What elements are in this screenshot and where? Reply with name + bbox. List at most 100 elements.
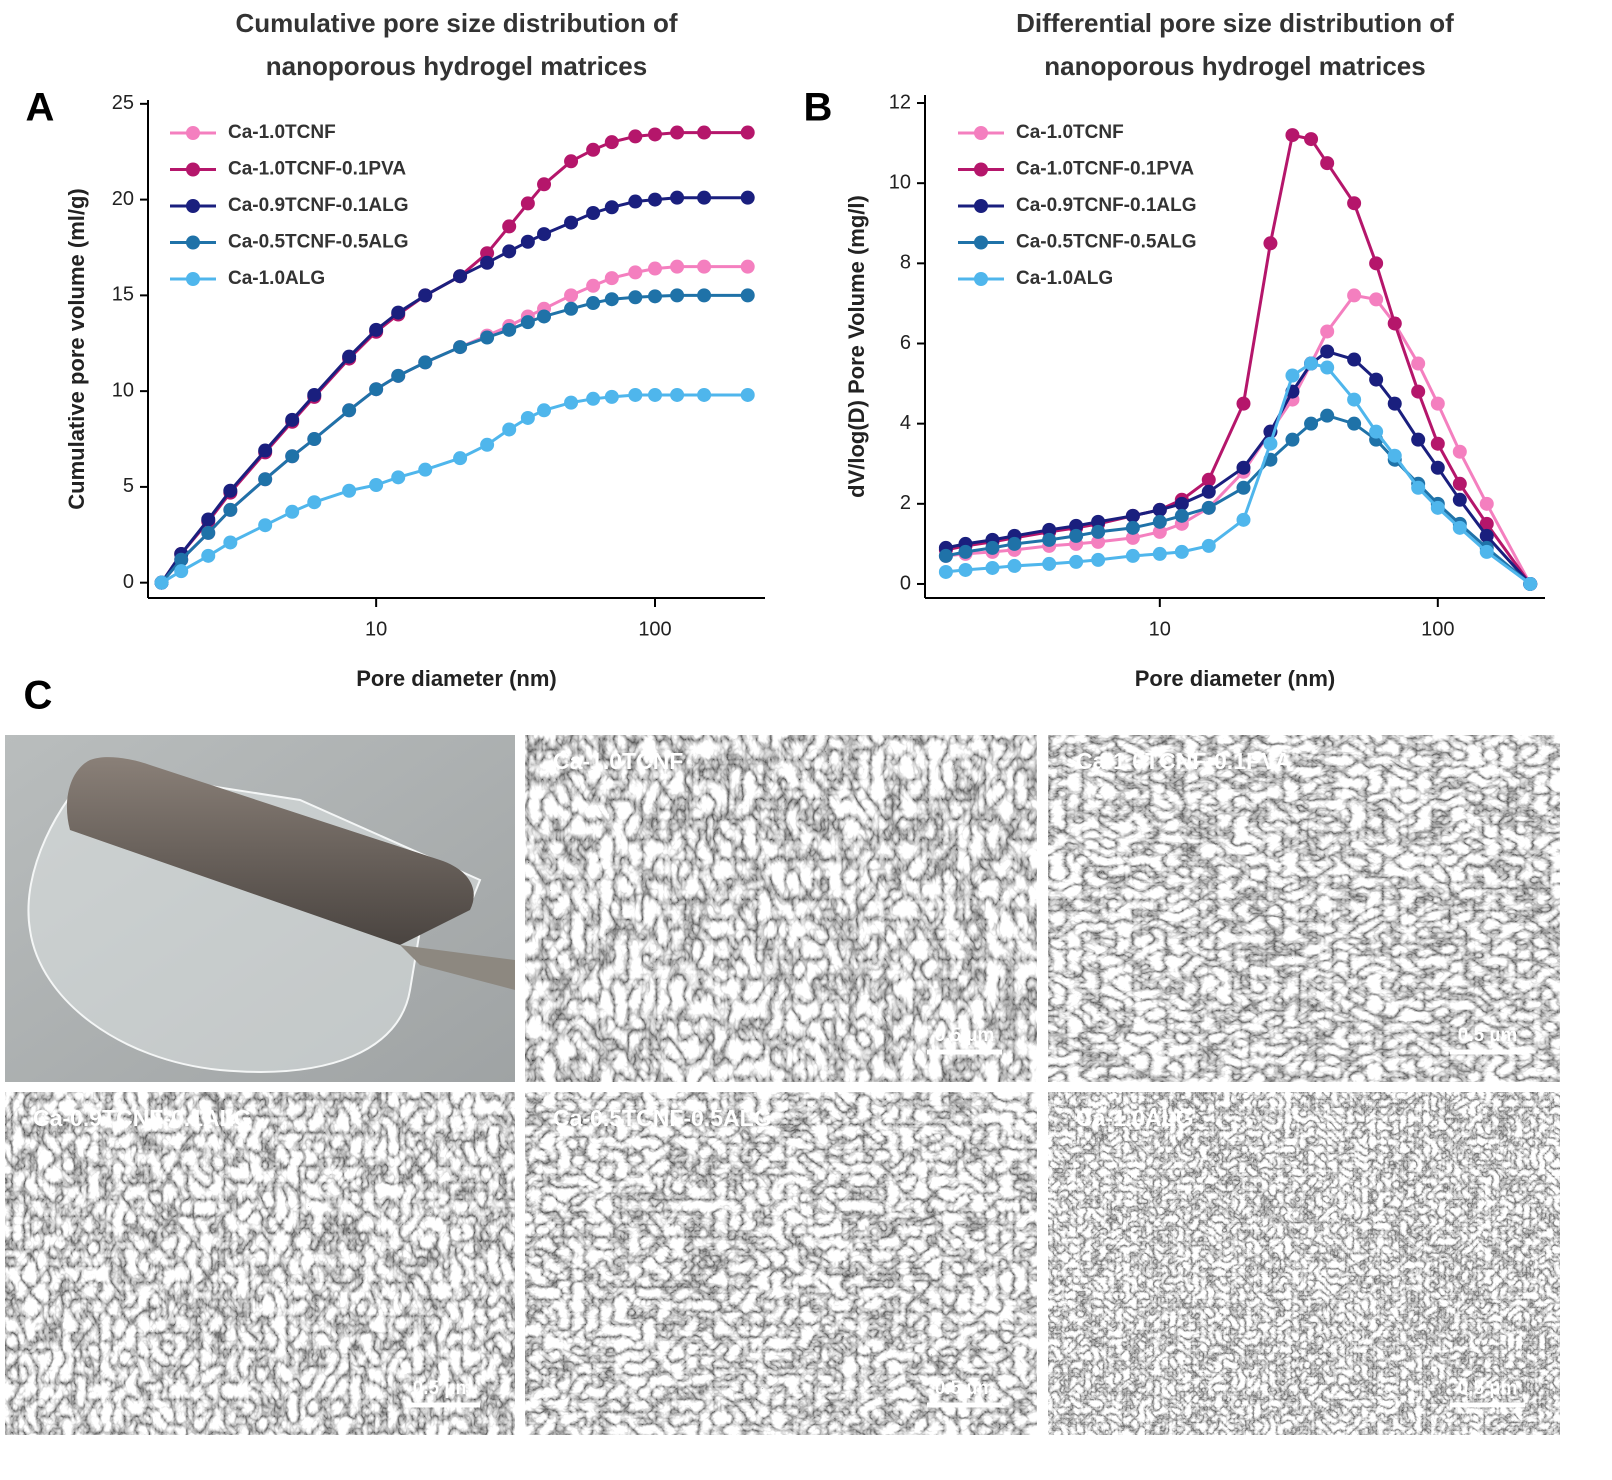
legend-marker — [974, 162, 988, 177]
data-point — [740, 125, 755, 140]
legend-label: Ca-1.0TCNF — [228, 122, 336, 143]
sem-image — [1048, 735, 1560, 1082]
data-point — [1201, 538, 1216, 553]
data-point — [697, 190, 712, 205]
x-axis-label: Pore diameter (nm) — [356, 666, 557, 691]
data-point — [1347, 416, 1362, 431]
data-point — [285, 412, 300, 427]
y-tick-label: 25 — [112, 92, 134, 114]
data-point — [1042, 522, 1057, 537]
data-point — [648, 261, 663, 276]
data-point — [1069, 554, 1084, 569]
data-point — [1263, 236, 1278, 251]
legend-marker — [186, 162, 200, 177]
data-point — [740, 288, 755, 303]
data-point — [520, 196, 535, 211]
x-tick-label: 10 — [365, 618, 387, 640]
y-tick-label: 12 — [889, 91, 911, 113]
data-point — [418, 462, 433, 477]
data-point — [537, 309, 552, 324]
data-point — [628, 290, 643, 305]
data-point — [1452, 476, 1467, 491]
legend-marker — [974, 199, 988, 213]
data-point — [604, 271, 619, 286]
data-point — [1285, 432, 1300, 447]
data-point — [1387, 316, 1402, 331]
data-point — [938, 548, 953, 563]
panel-label: B — [804, 86, 833, 130]
data-point — [258, 518, 273, 533]
legend-marker — [186, 199, 200, 213]
data-point — [453, 340, 468, 355]
data-point — [1042, 556, 1057, 571]
data-point — [1347, 196, 1362, 211]
data-point — [201, 525, 216, 540]
data-point — [1411, 480, 1426, 495]
scale-bar-label: 0.5 µm — [935, 1025, 995, 1046]
data-point — [1174, 496, 1189, 511]
data-point — [342, 483, 357, 498]
legend-label: Ca-0.5TCNF-0.5ALG — [228, 232, 409, 253]
data-point — [628, 387, 643, 402]
data-point — [648, 127, 663, 142]
data-point — [1201, 484, 1216, 499]
y-tick-label: 10 — [112, 379, 134, 401]
data-point — [586, 142, 601, 157]
data-point — [391, 470, 406, 485]
data-point — [648, 289, 663, 304]
x-tick-label: 10 — [1149, 618, 1171, 640]
data-point — [1125, 520, 1140, 535]
data-point — [697, 125, 712, 140]
data-point — [1430, 500, 1445, 515]
legend-label: Ca-0.9TCNF-0.1ALG — [1016, 195, 1197, 216]
data-point — [1411, 432, 1426, 447]
data-point — [1091, 534, 1106, 549]
legend-label: Ca-1.0TCNF-0.1PVA — [228, 159, 406, 180]
data-point — [1479, 516, 1494, 531]
data-point — [740, 190, 755, 205]
data-point — [1125, 508, 1140, 523]
data-point — [1152, 546, 1167, 561]
photo-panel — [5, 735, 515, 1082]
data-point — [1387, 448, 1402, 463]
data-point — [502, 244, 517, 259]
data-point — [958, 562, 973, 577]
legend-label: Ca-0.9TCNF-0.1ALG — [228, 195, 409, 216]
data-point — [1347, 352, 1362, 367]
data-point — [1304, 416, 1319, 431]
y-tick-label: 6 — [900, 332, 911, 354]
data-point — [174, 552, 189, 567]
legend-label: Ca-1.0TCNF-0.1PVA — [1016, 159, 1194, 180]
data-point — [502, 322, 517, 337]
data-point — [564, 301, 579, 316]
data-point — [1236, 460, 1251, 475]
data-point — [307, 432, 322, 447]
data-point — [201, 512, 216, 527]
data-point — [1430, 460, 1445, 475]
data-point — [1320, 324, 1335, 339]
data-point — [1369, 292, 1384, 307]
data-point — [1069, 528, 1084, 543]
x-axis-label: Pore diameter (nm) — [1135, 666, 1336, 691]
sem-image — [1048, 1092, 1560, 1435]
data-point — [1125, 548, 1140, 563]
data-point — [480, 255, 495, 270]
data-point — [1174, 544, 1189, 559]
data-point — [564, 395, 579, 410]
data-point — [480, 246, 495, 261]
legend-label: Ca-1.0ALG — [228, 268, 325, 289]
data-point — [1411, 384, 1426, 399]
data-point — [520, 234, 535, 249]
scale-bar-label: 0.5 µm — [935, 1378, 995, 1399]
y-tick-label: 0 — [123, 571, 134, 593]
data-point — [1263, 436, 1278, 451]
data-point — [369, 477, 384, 492]
data-point — [369, 322, 384, 337]
chart-title: nanoporous hydrogel matrices — [1044, 51, 1425, 81]
data-point — [391, 368, 406, 383]
data-point — [1091, 552, 1106, 567]
data-point — [740, 259, 755, 274]
data-point — [985, 540, 1000, 555]
data-point — [1236, 396, 1251, 411]
